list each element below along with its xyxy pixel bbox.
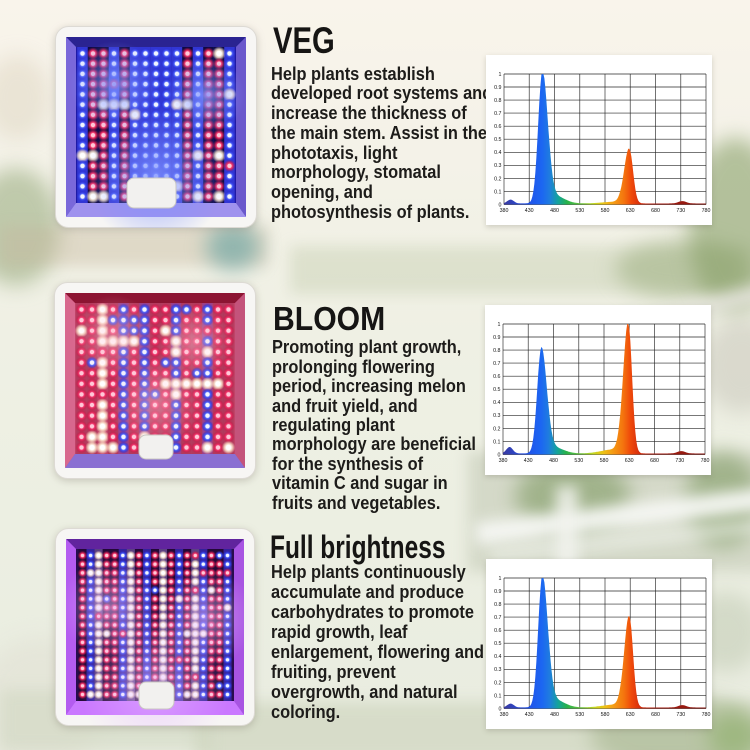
svg-text:380: 380 <box>500 208 509 214</box>
svg-text:0.1: 0.1 <box>494 693 501 699</box>
svg-text:0.5: 0.5 <box>494 641 501 647</box>
svg-text:0.7: 0.7 <box>494 111 501 117</box>
svg-text:430: 430 <box>525 712 534 718</box>
svg-text:530: 530 <box>574 458 583 464</box>
svg-text:580: 580 <box>601 208 610 214</box>
svg-text:0.9: 0.9 <box>494 589 501 595</box>
svg-text:780: 780 <box>702 712 711 718</box>
svg-text:0: 0 <box>499 202 502 208</box>
svg-text:630: 630 <box>626 208 635 214</box>
svg-text:530: 530 <box>575 208 584 214</box>
svg-text:480: 480 <box>550 208 559 214</box>
svg-text:0.7: 0.7 <box>493 361 500 367</box>
svg-text:0.8: 0.8 <box>494 98 501 104</box>
svg-text:630: 630 <box>626 712 635 718</box>
svg-text:380: 380 <box>500 712 509 718</box>
svg-text:0: 0 <box>499 706 502 712</box>
svg-text:0.4: 0.4 <box>494 150 501 156</box>
svg-text:380: 380 <box>499 458 508 464</box>
svg-text:0.2: 0.2 <box>493 426 500 432</box>
svg-text:0.8: 0.8 <box>493 348 500 354</box>
svg-text:0.9: 0.9 <box>493 335 500 341</box>
svg-text:580: 580 <box>600 458 609 464</box>
svg-text:680: 680 <box>651 712 660 718</box>
svg-text:0.4: 0.4 <box>493 400 500 406</box>
svg-text:730: 730 <box>676 208 685 214</box>
svg-text:0: 0 <box>498 452 501 458</box>
svg-text:0.6: 0.6 <box>494 124 501 130</box>
svg-text:0.3: 0.3 <box>493 413 500 419</box>
svg-text:680: 680 <box>651 208 660 214</box>
svg-text:530: 530 <box>575 712 584 718</box>
svg-text:730: 730 <box>676 712 685 718</box>
svg-text:580: 580 <box>601 712 610 718</box>
svg-text:680: 680 <box>650 458 659 464</box>
svg-text:0.6: 0.6 <box>494 628 501 634</box>
svg-text:0.5: 0.5 <box>493 387 500 393</box>
svg-text:0.2: 0.2 <box>494 680 501 686</box>
svg-text:1: 1 <box>499 72 502 78</box>
svg-text:0.3: 0.3 <box>494 163 501 169</box>
svg-text:0.1: 0.1 <box>494 189 501 195</box>
svg-text:480: 480 <box>550 712 559 718</box>
svg-text:480: 480 <box>549 458 558 464</box>
svg-text:630: 630 <box>625 458 634 464</box>
svg-text:1: 1 <box>498 322 501 328</box>
svg-text:0.2: 0.2 <box>494 176 501 182</box>
svg-text:780: 780 <box>702 208 711 214</box>
svg-text:0.8: 0.8 <box>494 602 501 608</box>
svg-text:0.3: 0.3 <box>494 667 501 673</box>
svg-text:0.7: 0.7 <box>494 615 501 621</box>
svg-text:1: 1 <box>499 576 502 582</box>
svg-text:0.5: 0.5 <box>494 137 501 143</box>
svg-text:430: 430 <box>524 458 533 464</box>
svg-text:0.4: 0.4 <box>494 654 501 660</box>
svg-text:430: 430 <box>525 208 534 214</box>
svg-text:0.9: 0.9 <box>494 85 501 91</box>
svg-text:0.6: 0.6 <box>493 374 500 380</box>
svg-text:0.1: 0.1 <box>493 439 500 445</box>
svg-text:780: 780 <box>701 458 710 464</box>
svg-text:730: 730 <box>675 458 684 464</box>
